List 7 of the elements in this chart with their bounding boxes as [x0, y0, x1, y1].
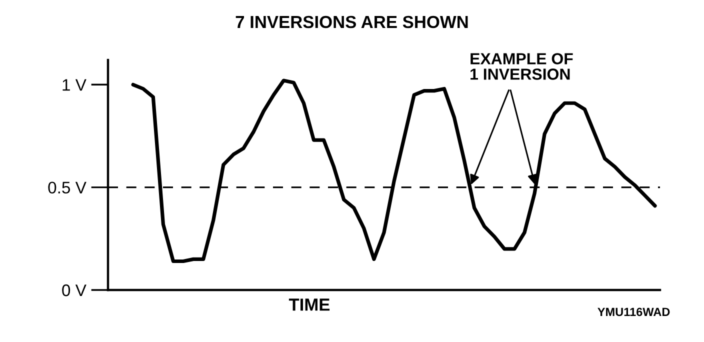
annotation: EXAMPLE OF 1 INVERSION [470, 53, 573, 80]
text: YMU116WAD [598, 308, 670, 316]
y-tick-label: 0.5 V [48, 182, 86, 194]
y-tick-label: 0 V [62, 284, 86, 296]
y-tick-label: 1 V [62, 79, 86, 91]
x-axis-title: TIME [288, 298, 330, 311]
chart-title: 7 INVERSIONS ARE SHOWN [236, 16, 468, 28]
